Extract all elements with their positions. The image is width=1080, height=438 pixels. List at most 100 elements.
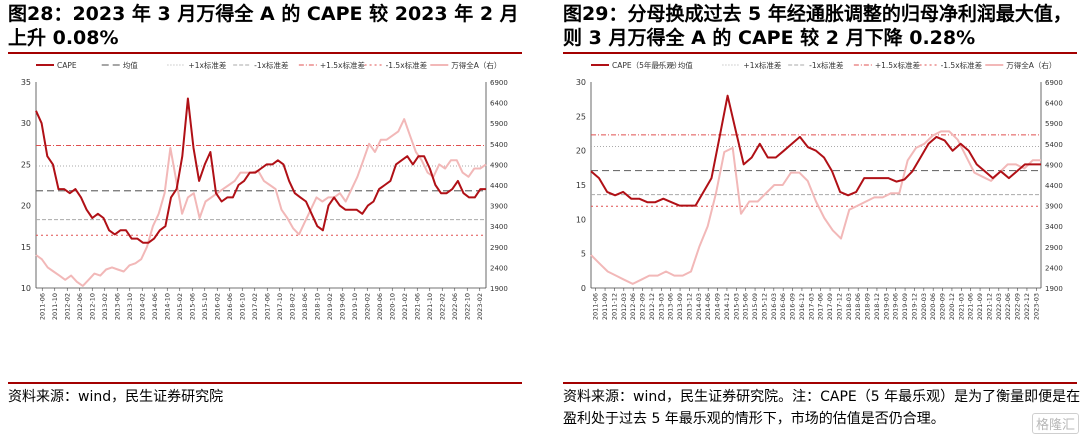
x-tick-label: 2014-09: [714, 293, 722, 320]
x-tick-label: 2018-10: [313, 293, 321, 320]
watermark-logo: 格隆汇: [1031, 413, 1079, 434]
x-tick-label: 2015-06: [188, 293, 196, 320]
legend-label: 万得全A（右）: [451, 60, 501, 70]
x-tick-label: 2019-06: [338, 293, 346, 320]
title-rule: [563, 52, 1077, 54]
x-tick-label: 2014-10: [163, 293, 171, 320]
figure-title: 图28：2023 年 3 月万得全 A 的 CAPE 较 2023 年 2 月上…: [8, 3, 519, 49]
title-rule: [8, 52, 522, 54]
y-tick-label-right: 6400: [490, 100, 508, 108]
y-tick-label-right: 4400: [490, 182, 508, 190]
legend-label: 均值: [123, 60, 138, 70]
x-tick-label: 2020-02: [363, 293, 371, 320]
x-tick-label: 2013-06: [113, 293, 121, 320]
y-tick-label-right: 6900: [490, 79, 508, 87]
legend-label: +1.5x标准差: [875, 60, 921, 70]
legend-label: 万得全A（右）: [1006, 60, 1056, 70]
x-tick-label: 2022-06: [451, 293, 459, 320]
legend-label: CAPE（5年最乐观）: [612, 60, 681, 70]
x-tick-label: 2019-03: [882, 293, 890, 320]
x-tick-label: 2020-09: [939, 293, 947, 320]
figure-title: 图29：分母换成过去 5 年经通胀调整的归母净利润最大值，则 3 月万得全 A …: [563, 3, 1072, 49]
x-tick-label: 2022-02: [438, 293, 446, 320]
x-tick-label: 2012-12: [648, 293, 656, 320]
x-tick-label: 2017-12: [835, 293, 843, 320]
y-tick-label-left: 35: [21, 78, 31, 87]
x-tick-label: 2021-03: [957, 293, 965, 320]
x-tick-label: 2022-09: [1014, 293, 1022, 320]
x-tick-label: 2021-06: [413, 293, 421, 320]
x-tick-label: 2018-03: [845, 293, 853, 320]
x-tick-label: 2014-12: [723, 293, 731, 320]
x-tick-label: 2020-06: [376, 293, 384, 320]
y-tick-label-right: 4400: [1045, 182, 1063, 190]
x-tick-label: 2021-12: [985, 293, 993, 320]
x-tick-label: 2016-06: [226, 293, 234, 320]
y-tick-label-right: 5400: [490, 141, 508, 149]
x-tick-label: 2014-06: [704, 293, 712, 320]
source-note: 资料来源：wind，民生证券研究院。注：CAPE（5 年最乐观）是为了衡量即便是…: [563, 389, 1080, 427]
x-tick-label: 2011-10: [51, 293, 59, 320]
x-tick-label: 2013-02: [101, 293, 109, 320]
index-line: [590, 130, 1041, 285]
x-tick-label: 2019-09: [901, 293, 909, 320]
x-tick-label: 2017-02: [251, 293, 259, 320]
y-tick-label-left: 20: [21, 202, 31, 211]
x-tick-label: 2012-06: [629, 293, 637, 320]
y-tick-label-right: 5400: [1045, 141, 1063, 149]
index-line: [35, 118, 487, 287]
x-tick-label: 2019-10: [351, 293, 359, 320]
legend-label: +1x标准差: [188, 60, 226, 70]
x-tick-label: 2016-03: [770, 293, 778, 320]
x-tick-label: 2015-12: [760, 293, 768, 320]
x-tick-label: 2011-09: [601, 293, 609, 320]
x-tick-label: 2017-06: [817, 293, 825, 320]
x-tick-label: 2013-03: [657, 293, 665, 320]
y-tick-label-left: 25: [576, 112, 586, 121]
y-tick-label-right: 2900: [490, 244, 508, 252]
x-tick-label: 2016-02: [213, 293, 221, 320]
x-tick-label: 2020-12: [948, 293, 956, 320]
x-tick-label: 2017-03: [807, 293, 815, 320]
x-tick-label: 2018-12: [873, 293, 881, 320]
y-tick-label-right: 3900: [1045, 203, 1063, 211]
cape-5y-optimistic-chart: CAPE（5年最乐观）均值 +1x标准差 -1x标准差 +1.5x标准差 -1.5x标准…: [576, 60, 1063, 320]
x-tick-label: 2022-06: [1004, 293, 1012, 320]
x-tick-label: 2016-09: [789, 293, 797, 320]
x-tick-label: 2015-09: [751, 293, 759, 320]
x-tick-label: 2022-12: [1023, 293, 1031, 320]
legend-label: +1x标准差: [743, 60, 781, 70]
x-tick-label: 2018-06: [854, 293, 862, 320]
y-tick-label-right: 3400: [490, 223, 508, 231]
y-tick-label-left: 15: [576, 181, 586, 190]
x-tick-label: 2015-10: [201, 293, 209, 320]
x-tick-label: 2022-10: [463, 293, 471, 320]
x-tick-label: 2021-02: [401, 293, 409, 320]
x-tick-label: 2014-02: [138, 293, 146, 320]
x-tick-label: 2017-06: [263, 293, 271, 320]
y-tick-label-right: 4900: [490, 161, 508, 169]
x-tick-label: 2015-02: [176, 293, 184, 320]
x-tick-label: 2019-02: [326, 293, 334, 320]
cape-line: [35, 97, 486, 244]
y-tick-label-left: 20: [576, 147, 586, 156]
legend-label: +1.5x标准差: [320, 60, 366, 70]
y-tick-label-left: 25: [21, 160, 31, 169]
x-tick-label: 2021-10: [426, 293, 434, 320]
chart-panel-right: 图29：分母换成过去 5 年经通胀调整的归母净利润最大值，则 3 月万得全 A …: [555, 0, 1080, 438]
cape-line: [590, 94, 1041, 207]
x-tick-label: 2014-06: [151, 293, 159, 320]
legend-label: -1.5x标准差: [941, 60, 983, 70]
y-tick-label-right: 2400: [490, 264, 508, 272]
x-tick-label: 2018-09: [864, 293, 872, 320]
legend-label: CAPE: [57, 61, 77, 70]
y-tick-label-left: 5: [581, 250, 586, 259]
y-tick-label-left: 10: [21, 284, 31, 293]
y-tick-label-right: 5900: [1045, 120, 1063, 128]
x-tick-label: 2013-09: [676, 293, 684, 320]
x-tick-label: 2011-06: [592, 293, 600, 320]
x-tick-label: 2012-09: [639, 293, 647, 320]
x-tick-label: 2013-06: [667, 293, 675, 320]
y-tick-label-right: 5900: [490, 120, 508, 128]
x-tick-label: 2023-03: [1032, 293, 1040, 320]
